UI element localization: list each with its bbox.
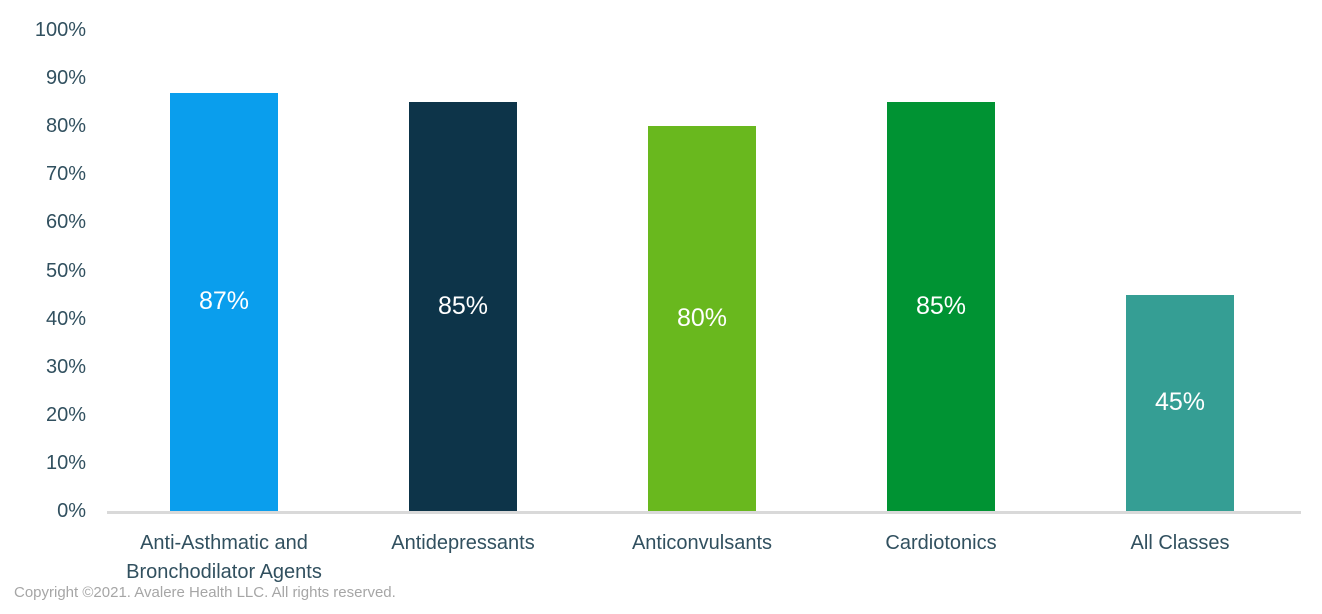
x-axis-category-label: Anticonvulsants [631,532,773,554]
bar-value-label: 80% [676,304,728,333]
x-axis-category-label: Cardiotonics [885,532,997,554]
y-axis-tick-label: 0% [57,500,86,522]
y-axis-tick-label: 30% [45,355,86,378]
bar-4: 85% [887,102,995,511]
y-axis-tick-label: 100% [34,19,86,41]
bar-value-label: 87% [198,287,250,316]
bar-5: 45% [1126,294,1234,511]
y-axis-tick-label: 20% [45,403,86,426]
x-axis-category-label: All Classes [1130,532,1230,554]
x-axis-category-label: Antidepressants [391,532,535,554]
bar-value-label: 85% [437,292,489,321]
copyright-text: Copyright ©2021. Avalere Health LLC. All… [14,584,396,601]
bar-value-label: 85% [915,292,967,321]
bar-2: 85% [409,102,517,511]
y-axis-tick-label: 60% [45,211,86,234]
y-axis-tick-label: 50% [45,259,86,282]
bar-value-label: 45% [1154,388,1206,417]
y-axis-tick-label: 70% [45,163,86,186]
bar-3: 80% [648,126,756,511]
y-axis-tick-label: 90% [45,67,86,90]
y-axis-tick-label: 80% [45,115,86,138]
x-axis-line [107,511,1301,514]
x-axis-category-label: Anti-Asthmatic and Bronchodilator Agents [126,532,322,583]
y-axis-tick-label: 10% [45,451,86,474]
bar-1: 87% [170,92,278,511]
y-axis-tick-label: 40% [45,307,86,330]
